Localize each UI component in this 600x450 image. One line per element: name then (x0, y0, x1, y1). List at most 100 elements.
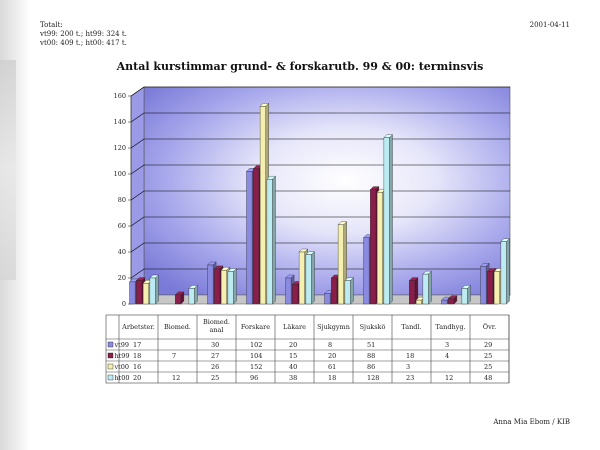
table-value: 25 (484, 363, 492, 371)
y-tick-label: 160 (114, 92, 126, 100)
bar-front (493, 271, 500, 305)
category-label: Tandl. (401, 323, 421, 331)
bar-front (500, 241, 507, 305)
category-label: Arbetster. (121, 323, 155, 331)
legend-label-vt99: vt99 (114, 341, 130, 349)
legend-label-ht99: ht99 (115, 352, 130, 360)
gridline (130, 112, 510, 123)
bar-front (136, 280, 143, 305)
bar-front (292, 284, 299, 305)
totals-line-2: vt99: 200 t.; ht99: 324 t. (40, 30, 127, 38)
table-value: 23 (406, 374, 414, 382)
table-value: 152 (250, 363, 262, 371)
bar-front (383, 137, 390, 305)
category-label: anal (209, 326, 223, 334)
bar-ht00-9 (500, 238, 510, 305)
table-value: 7 (172, 352, 176, 360)
bar-ht00-6 (383, 134, 393, 305)
bar-front (324, 293, 331, 305)
table-value: 16 (133, 363, 141, 371)
table-value: 3 (445, 341, 449, 349)
legend-label-ht00: ht00 (115, 374, 130, 382)
bar-ht99-8 (447, 295, 458, 305)
bar-front (207, 264, 214, 305)
bar-front (220, 270, 227, 305)
table-value: 61 (328, 363, 336, 371)
bar-ht99-1 (174, 291, 185, 305)
bar-ht00-8 (461, 284, 471, 305)
y-tick-label: 140 (114, 118, 126, 126)
gridline (130, 86, 510, 97)
bar-front (331, 277, 338, 305)
bar-side (506, 238, 510, 305)
bar-front (246, 171, 253, 305)
totals-block: Totalt: vt99: 200 t.; ht99: 324 t. vt00:… (40, 21, 127, 48)
category-label: Läkare (283, 323, 306, 331)
table-value: 4 (445, 352, 449, 360)
bar-ht00-5 (344, 277, 354, 305)
bar-front (129, 281, 136, 305)
table-value: 48 (484, 374, 492, 382)
legend-label-vt00: vt00 (114, 363, 130, 371)
bar-side (311, 251, 315, 305)
bar-side (389, 134, 393, 305)
table-value: 104 (250, 352, 262, 360)
legend-key-vt99 (107, 341, 114, 348)
bar-front (214, 268, 221, 305)
legend-key-vt00 (107, 363, 114, 370)
table-value: 8 (328, 341, 332, 349)
table-value: 20 (328, 352, 336, 360)
y-tick-label: 100 (114, 170, 126, 178)
data-table-frame (105, 314, 510, 384)
bar-front (480, 266, 487, 305)
y-tick-label: 60 (118, 222, 126, 230)
category-label: Sjukskö (360, 323, 386, 331)
table-value: 12 (172, 374, 180, 382)
bar-front (253, 168, 260, 305)
bar-front (344, 280, 351, 305)
bar-side (233, 268, 237, 305)
bar-front (487, 271, 494, 305)
table-value: 29 (484, 341, 492, 349)
author-credit: Anna Mia Ebom / KIB (493, 418, 570, 426)
totals-line-1: Totalt: (40, 21, 63, 29)
bar-front (363, 237, 370, 305)
table-value: 128 (367, 374, 379, 382)
bar-side (428, 270, 432, 305)
category-label: Sjukgymn (317, 323, 350, 331)
chart-title: Antal kurstimmar grund- & forskarutb. 99… (116, 60, 484, 73)
table-value: 17 (133, 341, 141, 349)
table-value: 26 (211, 363, 219, 371)
bar-front (461, 288, 468, 305)
category-label: Biomed. (164, 323, 191, 331)
totals-line-3: vt00: 409 t.; ht00: 417 t. (40, 39, 127, 47)
table-value: 38 (289, 374, 297, 382)
bar-front (422, 273, 429, 305)
bar-front (142, 283, 149, 305)
table-value: 18 (406, 352, 414, 360)
category-label: Forskare (241, 323, 270, 331)
data-table: Arbetster. Biomed.Biomed.anal Forskare Läka… (105, 314, 510, 384)
table-value: 86 (367, 363, 375, 371)
bar-side (350, 277, 354, 305)
bar-front (415, 299, 422, 305)
bar-front (448, 298, 455, 305)
bar-front (337, 224, 344, 305)
table-value: 40 (289, 363, 297, 371)
table-value: 12 (445, 374, 453, 382)
y-tick-label: 0 (122, 300, 126, 308)
bar-side (155, 274, 159, 305)
table-value: 25 (211, 374, 219, 382)
bar-front (376, 192, 383, 305)
bar-front (441, 299, 448, 305)
category-label: Övr. (483, 322, 496, 331)
table-value: 102 (250, 341, 262, 349)
bar-front (266, 179, 273, 305)
bar-side (272, 175, 276, 305)
bar-ht00-7 (422, 270, 432, 305)
y-tick-label: 120 (114, 144, 126, 152)
bar-ht00-1 (188, 284, 198, 305)
table-value: 20 (133, 374, 141, 382)
table-value: 30 (211, 341, 219, 349)
